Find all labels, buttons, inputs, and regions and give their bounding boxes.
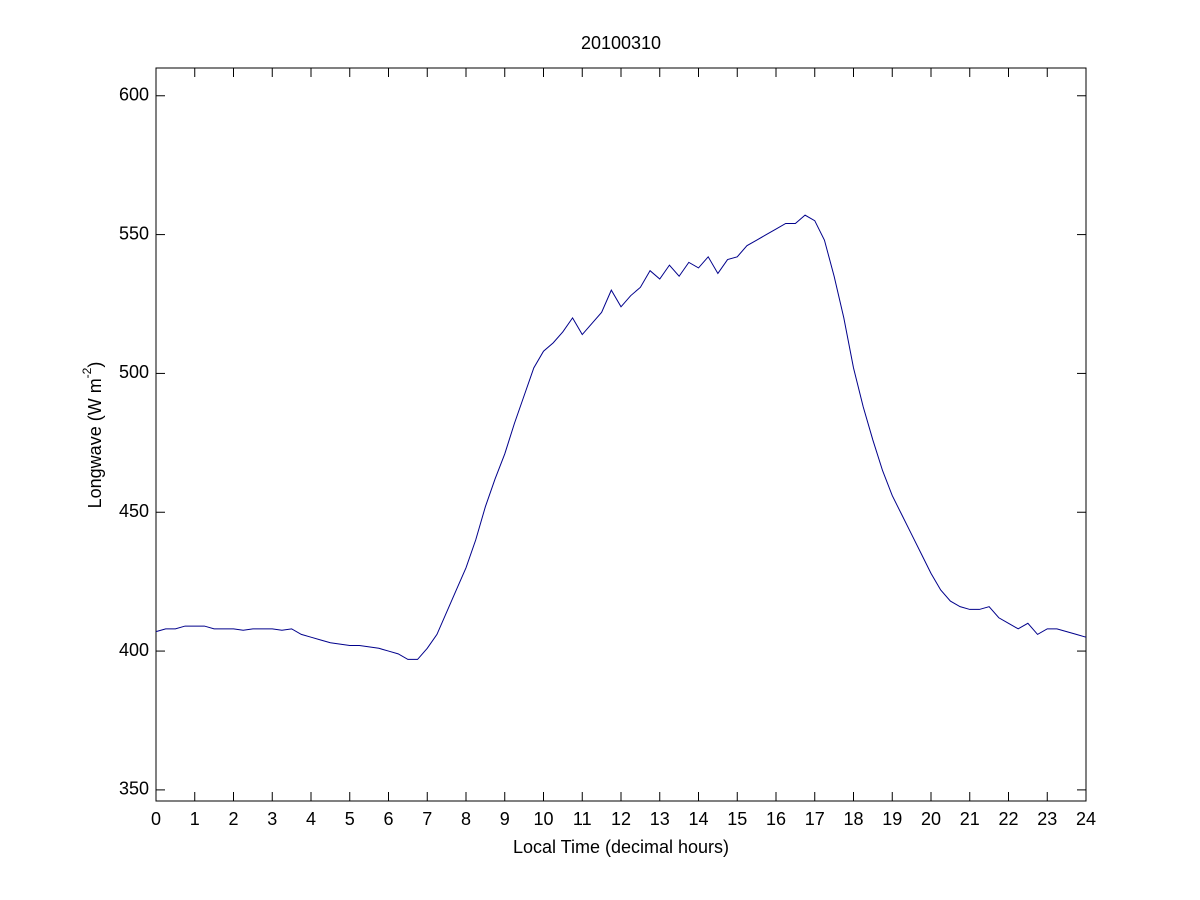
x-tick-label: 8 — [461, 809, 471, 829]
x-tick-label: 6 — [383, 809, 393, 829]
x-tick-label: 5 — [345, 809, 355, 829]
x-tick-label: 12 — [611, 809, 631, 829]
x-tick-label: 19 — [882, 809, 902, 829]
x-tick-label: 24 — [1076, 809, 1096, 829]
chart-title: 20100310 — [581, 33, 661, 53]
y-tick-label: 500 — [119, 362, 149, 382]
y-axis-label: Longwave (W m-2) — [80, 362, 105, 509]
x-tick-label: 21 — [960, 809, 980, 829]
y-axis-label-sup: -2 — [80, 367, 94, 378]
x-tick-label: 2 — [228, 809, 238, 829]
x-tick-label: 23 — [1037, 809, 1057, 829]
x-tick-label: 18 — [843, 809, 863, 829]
x-tick-label: 9 — [500, 809, 510, 829]
y-tick-label: 600 — [119, 85, 149, 105]
x-tick-label: 3 — [267, 809, 277, 829]
plot-area — [155, 67, 1087, 802]
x-tick-label: 7 — [422, 809, 432, 829]
x-axis-label: Local Time (decimal hours) — [513, 837, 729, 857]
data-line — [155, 214, 1087, 660]
x-tick-label: 1 — [190, 809, 200, 829]
x-tick-label: 4 — [306, 809, 316, 829]
y-tick-label: 450 — [119, 501, 149, 521]
x-tick-label: 11 — [573, 809, 592, 829]
y-tick-label: 550 — [119, 223, 149, 243]
x-tick-label: 20 — [921, 809, 941, 829]
x-tick-label: 16 — [766, 809, 786, 829]
y-axis-label-end: ) — [85, 362, 105, 368]
x-tick-label: 22 — [998, 809, 1018, 829]
x-tick-label: 0 — [151, 809, 161, 829]
y-tick-label: 350 — [119, 779, 149, 799]
x-tick-label: 15 — [727, 809, 747, 829]
x-tick-label: 10 — [533, 809, 553, 829]
y-axis-label-text: Longwave (W m — [85, 378, 105, 508]
x-tick-label: 14 — [688, 809, 708, 829]
x-tick-label: 13 — [650, 809, 670, 829]
y-tick-label: 400 — [119, 640, 149, 660]
x-tick-label: 17 — [805, 809, 825, 829]
